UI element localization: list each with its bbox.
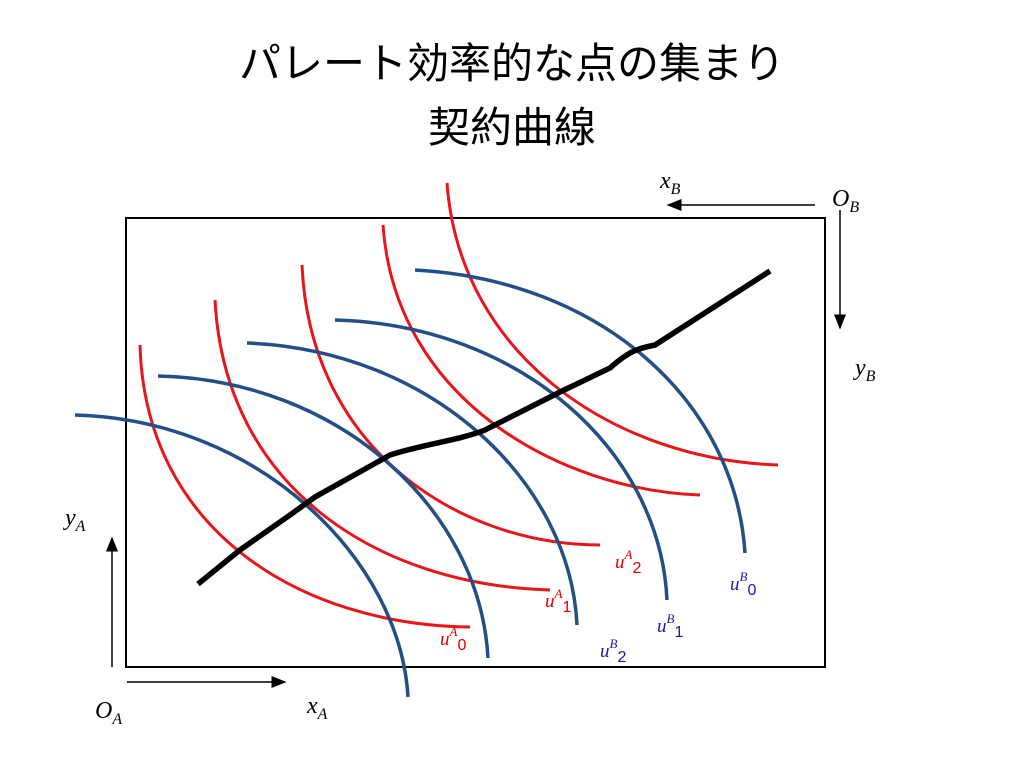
curve-label: uB2	[600, 636, 626, 666]
label-sub: B	[849, 199, 859, 216]
label-sub: A	[317, 706, 328, 723]
contract-curve	[196, 268, 772, 587]
curve-label: uA1	[545, 586, 571, 616]
curve-label: uA2	[615, 547, 641, 577]
curve-a	[445, 182, 779, 467]
curve-a	[381, 224, 701, 497]
curve-b	[157, 374, 490, 659]
indifference-curves-a	[138, 182, 779, 629]
label-sub: A	[75, 518, 86, 535]
label-sup: B	[667, 611, 675, 626]
label-base: y	[853, 355, 866, 381]
label-sup: A	[449, 624, 458, 639]
label-base: u	[657, 616, 667, 637]
label-base: x	[659, 168, 671, 194]
axis-label: xA	[306, 693, 328, 723]
label-base: x	[306, 693, 318, 719]
axis-label: yA	[63, 505, 86, 535]
label-sup: A	[554, 586, 563, 601]
label-sub: 2	[632, 560, 641, 577]
label-sub: 2	[617, 649, 626, 666]
curve-a	[138, 344, 471, 629]
origin-a: OA	[95, 698, 122, 728]
label-sup: A	[624, 547, 633, 562]
label-sup: B	[610, 636, 618, 651]
label-sub: 1	[674, 624, 683, 641]
title-line: 契約曲線	[428, 103, 596, 152]
axis-label: xB	[659, 168, 681, 198]
label-base: y	[63, 505, 76, 531]
label-sub: B	[671, 181, 681, 198]
label-sub: 0	[457, 637, 466, 654]
curve-b	[334, 318, 669, 601]
title-line: パレート効率的な点の集まり	[239, 39, 785, 88]
label-base: u	[615, 552, 625, 573]
curve-label: uB1	[657, 611, 683, 641]
label-base: u	[440, 629, 450, 650]
box	[125, 217, 826, 668]
axis-label: yB	[853, 355, 876, 385]
label-sub: 0	[747, 582, 756, 599]
label-sub: A	[111, 711, 122, 728]
label-base: O	[95, 698, 112, 724]
curve-label: uB0	[730, 569, 756, 599]
label-base: O	[832, 186, 849, 212]
label-base: u	[600, 641, 610, 662]
curve-b	[74, 413, 410, 698]
label-base: u	[545, 591, 555, 612]
curve-b	[414, 268, 747, 554]
curve-label: uA0	[440, 624, 466, 654]
label-base: u	[730, 574, 740, 595]
label-sub: B	[866, 368, 876, 385]
label-sub: 1	[562, 599, 571, 616]
curve-a	[300, 264, 601, 547]
origin-b: OB	[832, 186, 859, 216]
indifference-curves-b	[74, 268, 747, 698]
curve-a	[213, 299, 551, 592]
label-sup: B	[740, 569, 748, 584]
